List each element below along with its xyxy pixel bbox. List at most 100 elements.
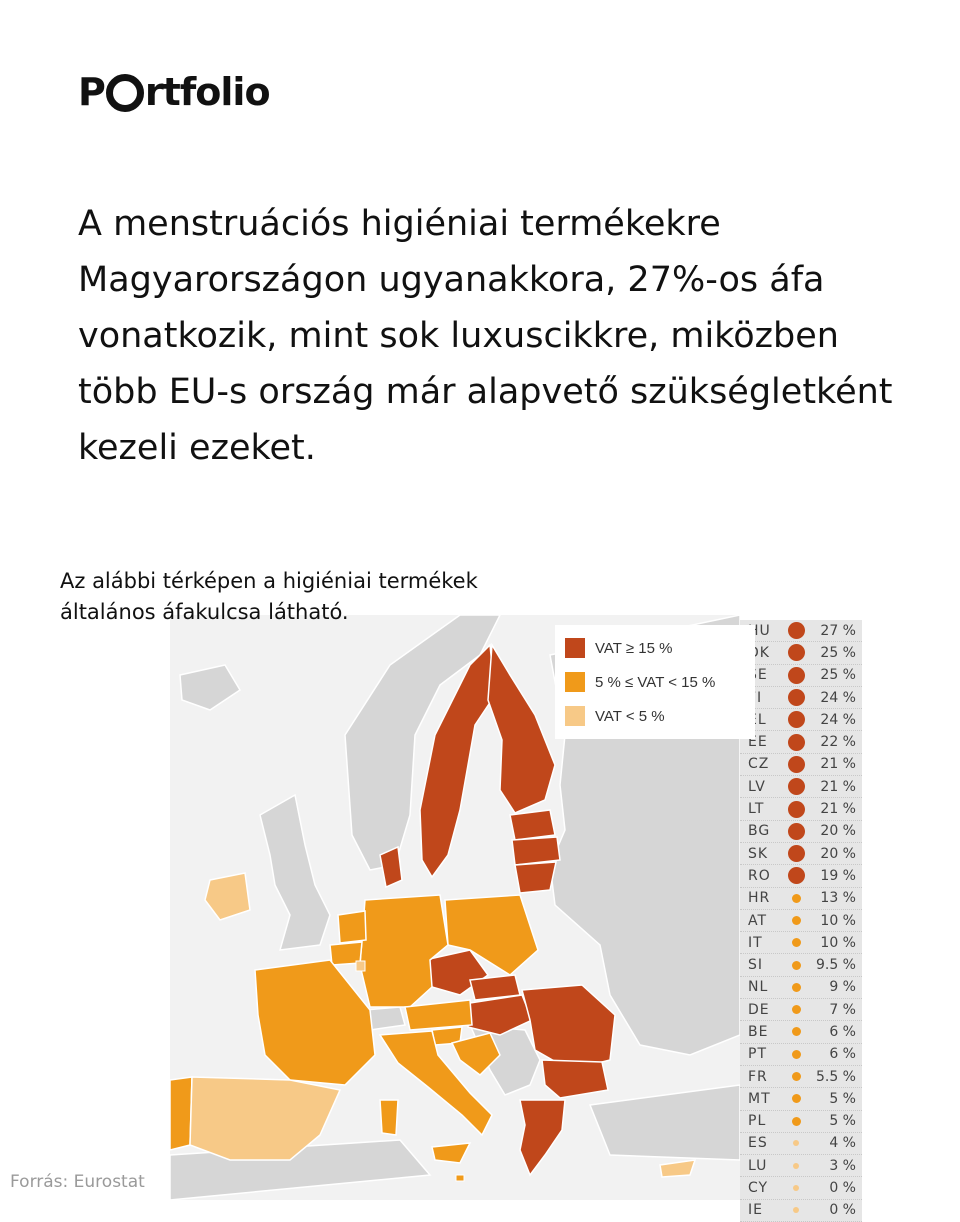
ranking-country-code: LT — [748, 801, 765, 818]
ranking-vat-value: 24 % — [820, 711, 856, 728]
ranking-vat-value: 21 % — [820, 801, 856, 818]
ranking-row-lv: LV 21 % — [740, 776, 862, 799]
ranking-dot-wrap — [784, 733, 809, 751]
legend-swatch-low — [565, 706, 585, 726]
ranking-country-code: FR — [748, 1068, 768, 1085]
ranking-row-it: IT 10 % — [740, 932, 862, 955]
ranking-vat-value: 4 % — [829, 1135, 856, 1152]
ranking-country-code: AT — [748, 912, 768, 929]
ranking-dot-icon — [787, 867, 805, 885]
ranking-vat-value: 13 % — [820, 890, 856, 907]
ranking-dot-icon — [793, 1140, 800, 1147]
ranking-vat-value: 22 % — [820, 734, 856, 751]
ranking-row-hr: HR 13 % — [740, 888, 862, 910]
legend-swatch-mid — [565, 672, 585, 692]
ranking-dot-icon — [793, 1162, 800, 1169]
map-legend: VAT ≥ 15 % 5 % ≤ VAT < 15 % VAT < 5 % — [555, 625, 755, 739]
ranking-dot-wrap — [784, 893, 809, 903]
ranking-dot-icon — [791, 1027, 801, 1037]
map-country-el — [519, 1099, 566, 1177]
ranking-dot-icon — [787, 800, 805, 818]
ranking-row-ro: RO 19 % — [740, 865, 862, 888]
legend-label-low: VAT < 5 % — [595, 707, 665, 725]
ranking-country-code: MT — [748, 1090, 771, 1107]
ranking-row-mt: MT 5 % — [740, 1088, 862, 1111]
map-country-fr — [254, 959, 376, 1086]
ranking-row-es: ES 4 % — [740, 1133, 862, 1156]
map-country-lv — [511, 836, 561, 866]
map-country-cy — [659, 1159, 697, 1178]
legend-label-mid: 5 % ≤ VAT < 15 % — [595, 673, 716, 691]
ranking-dot-wrap — [784, 622, 809, 640]
ranking-dot-wrap — [784, 711, 809, 729]
map-country-mt — [455, 1174, 465, 1182]
source-note: Forrás: Eurostat — [10, 1172, 145, 1192]
legend-item-low: VAT < 5 % — [565, 699, 745, 733]
map-country-dk — [379, 845, 403, 889]
map-country-bg — [541, 1059, 609, 1099]
ranking-row-dk: DK 25 % — [740, 642, 862, 665]
ranking-country-code: PT — [748, 1046, 767, 1063]
map-country-ie — [204, 872, 251, 921]
ranking-dot-wrap — [784, 916, 809, 925]
map-country-it-sicily — [431, 1142, 472, 1164]
ranking-dot-icon — [791, 1049, 801, 1059]
ranking-dot-icon — [787, 666, 805, 684]
ranking-vat-value: 19 % — [820, 867, 856, 884]
map-country-nl — [337, 910, 367, 944]
ranking-vat-value: 5 % — [829, 1113, 856, 1130]
ranking-dot-wrap — [784, 960, 809, 970]
logo-text-start: P — [78, 70, 106, 114]
ranking-vat-value: 9.5 % — [815, 957, 856, 974]
map-country-it — [378, 1030, 493, 1137]
ranking-row-se: SE 25 % — [740, 665, 862, 687]
ranking-vat-value: 9 % — [829, 979, 856, 996]
ranking-dot-icon — [791, 1005, 801, 1015]
ranking-row-pl: PL 5 % — [740, 1111, 862, 1133]
ranking-country-code: BE — [748, 1023, 769, 1040]
ranking-dot-icon — [793, 1207, 800, 1214]
ranking-row-sk: SK 20 % — [740, 843, 862, 866]
ranking-dot-icon — [787, 778, 805, 796]
map-non-eu-uk — [259, 793, 331, 951]
map-country-lu — [355, 960, 366, 972]
ranking-row-hu: HU 27 % — [740, 620, 862, 643]
ranking-country-code: NL — [748, 979, 769, 996]
map-country-pt — [170, 1076, 193, 1151]
ranking-row-fi: FI 24 % — [740, 687, 862, 710]
map-country-fi — [487, 642, 556, 814]
ranking-country-code: ES — [748, 1135, 768, 1152]
ranking-row-ie: IE 0 % — [740, 1200, 862, 1222]
ranking-vat-value: 21 % — [820, 756, 856, 773]
ranking-vat-value: 10 % — [820, 934, 856, 951]
ranking-vat-value: 25 % — [820, 667, 856, 684]
ranking-row-el: EL 24 % — [740, 709, 862, 732]
ranking-country-code: CY — [748, 1180, 769, 1197]
ranking-dot-wrap — [784, 1140, 809, 1147]
legend-item-high: VAT ≥ 15 % — [565, 631, 745, 665]
map-country-ee — [509, 809, 556, 841]
ranking-dot-wrap — [784, 755, 809, 773]
ranking-dot-wrap — [784, 644, 809, 662]
map-country-de — [359, 894, 449, 1008]
ranking-dot-wrap — [784, 1094, 809, 1104]
map-non-eu-turkey — [588, 1084, 740, 1161]
ranking-dot-wrap — [784, 1162, 809, 1169]
ranking-vat-value: 6 % — [829, 1046, 856, 1063]
ranking-dot-icon — [787, 689, 805, 707]
ranking-dot-icon — [791, 893, 801, 903]
logo-text-end: rtfolio — [144, 70, 271, 114]
ranking-row-fr: FR 5.5 % — [740, 1066, 862, 1089]
ranking-dot-wrap — [784, 845, 809, 863]
legend-item-mid: 5 % ≤ VAT < 15 % — [565, 665, 745, 699]
ranking-dot-icon — [787, 711, 805, 729]
ranking-vat-value: 20 % — [820, 845, 856, 862]
legend-label-high: VAT ≥ 15 % — [595, 639, 673, 657]
ranking-dot-icon — [787, 755, 805, 773]
ranking-vat-value: 6 % — [829, 1023, 856, 1040]
ranking-dot-icon — [791, 1072, 801, 1082]
vat-ranking-list: HU 27 % DK 25 % SE 25 % FI 24 % EL 24 % EE 22 % CZ 21… — [740, 620, 862, 1222]
ranking-country-code: SK — [748, 845, 769, 862]
ranking-row-be: BE 6 % — [740, 1021, 862, 1044]
map-country-it-sardinia — [379, 1099, 399, 1136]
